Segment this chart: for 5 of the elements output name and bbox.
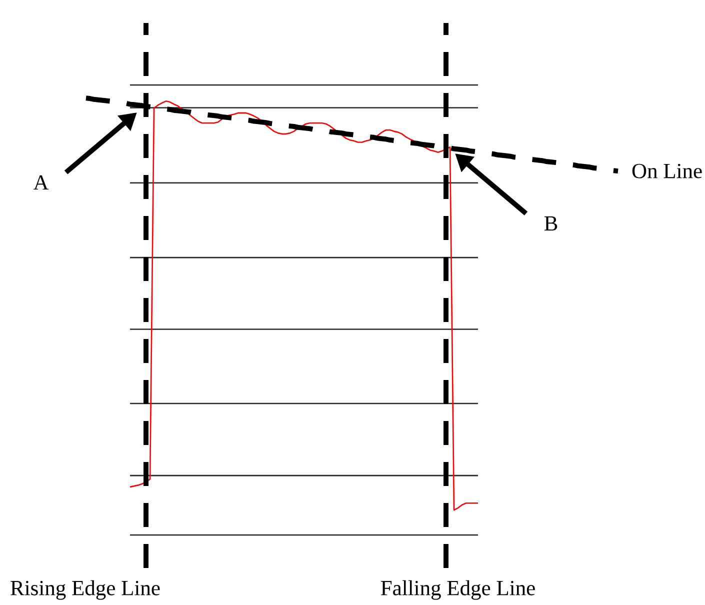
text: A — [33, 175, 49, 190]
text: Rising Edge Line — [10, 580, 160, 600]
annotation: B — [544, 216, 558, 231]
series-label: On Line — [632, 164, 702, 178]
text: Falling Edge Line — [381, 580, 535, 600]
